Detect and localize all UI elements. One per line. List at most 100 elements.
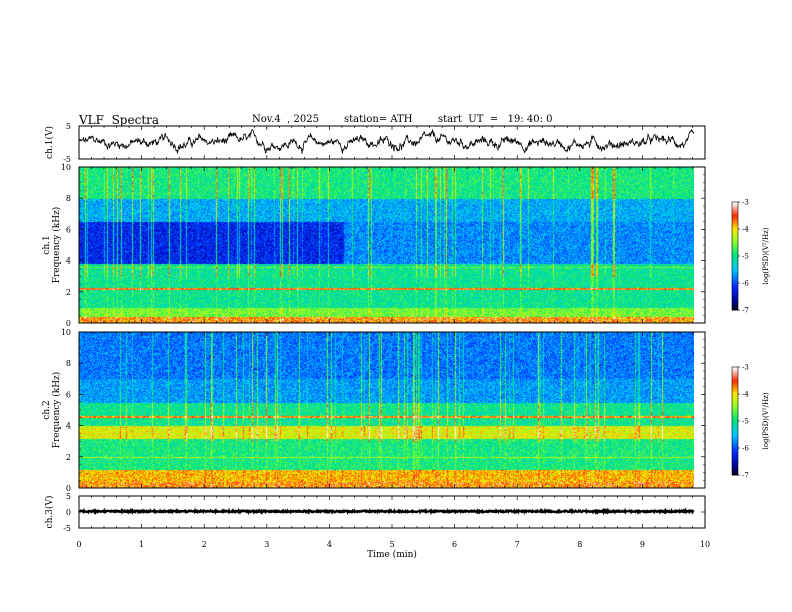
xtick-label: 6 [452, 540, 457, 549]
xtick-label: 2 [202, 540, 207, 549]
ch1-spectrogram-colorbar-segment [732, 274, 738, 277]
ch1-spectrogram-ylabel-channel: ch.1 [42, 235, 52, 254]
xtick-label: 4 [327, 540, 332, 549]
ch1-spectrogram-colorbar-tick: -7 [742, 307, 749, 315]
ch1-spectrogram-ytick-label: 8 [66, 194, 71, 203]
ch2-spectrogram-colorbar-segment [732, 374, 738, 377]
ch1-spectrogram-colorbar-segment [732, 236, 738, 239]
date-label: Nov.4 , 2025 [252, 114, 319, 125]
ch1-spectrogram-colorbar-segment [732, 248, 738, 252]
ch1-spectrogram-colorbar-segment [732, 218, 738, 221]
ch2-spectrogram-colorbar-segment [732, 440, 738, 444]
ch2-spectrogram-colorbar-tick: -7 [742, 472, 749, 480]
ch2-spectrogram-colorbar-tick: -3 [742, 364, 749, 372]
ch1-spectrogram-colorbar-segment [732, 232, 738, 235]
ch2-spectrogram-colorbar-segment [732, 408, 738, 411]
ch2-spectrogram-colorbar-segment [732, 377, 738, 381]
ch3-waveform-ytick-label: -5 [63, 524, 71, 533]
ch1-spectrogram-ytick-label: 4 [66, 257, 71, 266]
ch2-spectrogram-colorbar-segment [732, 397, 738, 400]
ch2-spectrogram-colorbar-segment [732, 410, 738, 413]
ch2-spectrogram-colorbar-segment [732, 406, 738, 409]
ch1-spectrogram-colorbar-segment [732, 229, 738, 232]
ch2-spectrogram-colorbar-segment [732, 428, 738, 431]
ch2-spectrogram-colorbar-segment [732, 417, 738, 420]
xtick-label: 5 [389, 540, 394, 549]
ch1-spectrogram-colorbar-segment [732, 207, 738, 210]
ch1-spectrogram-colorbar-segment [732, 205, 738, 208]
ch1-spectrogram-colorbar-label: log(PSD)(V²/Hz) [762, 227, 770, 284]
ch1-spectrogram-colorbar-segment [732, 234, 738, 237]
ch1-spectrogram-colorbar-segment [732, 281, 738, 284]
ch1-spectrogram-colorbar-segment [732, 301, 738, 304]
ch2-spectrogram-colorbar-tick: -5 [742, 418, 749, 426]
ch1-spectrogram-colorbar-segment [732, 214, 738, 217]
xtick-label: 7 [515, 540, 520, 549]
ch3-waveform-ytick-label: 5 [66, 492, 71, 501]
ch1-waveform-ytick-label: 5 [66, 122, 71, 131]
ch2-spectrogram-colorbar-segment [732, 431, 738, 435]
ch2-spectrogram-colorbar-segment [732, 422, 738, 426]
ch2-spectrogram-colorbar-segment [732, 413, 738, 417]
ch1-spectrogram-colorbar-segment [732, 279, 738, 282]
ch1-spectrogram-colorbar-segment [732, 277, 738, 280]
ch2-spectrogram-colorbar-segment [732, 437, 738, 440]
ch1-spectrogram-colorbar-segment [732, 284, 738, 288]
ch2-spectrogram-colorbar-segment [732, 439, 738, 442]
ch2-spectrogram-colorbar-segment [732, 403, 738, 406]
ch2-spectrogram-colorbar-segment [732, 466, 738, 469]
ch2-spectrogram-colorbar-segment [732, 473, 738, 476]
ch2-spectrogram-colorbar-segment [732, 372, 738, 375]
ch2-spectrogram-ytick-label: 4 [66, 422, 71, 431]
ch1-spectrogram-colorbar-segment [732, 230, 738, 234]
ch2-spectrogram-colorbar-segment [732, 412, 738, 415]
ch2-spectrogram-ytick-label: 10 [61, 328, 71, 337]
ch1-spectrogram-colorbar-segment [732, 302, 738, 306]
ch1-spectrogram-colorbar-segment [732, 202, 738, 205]
ch2-spectrogram-colorbar-segment [732, 399, 738, 402]
ch1-spectrogram-colorbar-segment [732, 290, 738, 293]
ch1-spectrogram-colorbar-segment [732, 252, 738, 255]
ch1-spectrogram-colorbar-segment [732, 272, 738, 275]
ch2-spectrogram-colorbar-segment [732, 381, 738, 384]
ch2-spectrogram-colorbar-segment [732, 394, 738, 397]
start-ut-label: start UT = 19: 40: 0 [438, 114, 553, 125]
ch2-spectrogram-colorbar-segment [732, 404, 738, 408]
ch2-spectrogram-colorbar-segment [732, 401, 738, 404]
ch1-spectrogram-colorbar-segment [732, 263, 738, 266]
ch1-spectrogram-colorbar-segment [732, 212, 738, 216]
xtick-label: 8 [577, 540, 582, 549]
ch1-spectrogram-colorbar-segment [732, 306, 738, 309]
ch2-spectrogram-colorbar-segment [732, 469, 738, 472]
ch2-spectrogram-colorbar-segment [732, 462, 738, 465]
ch2-spectrogram-colorbar-segment [732, 471, 738, 474]
x-axis-label: Time (min) [367, 549, 417, 560]
ch1-waveform-ytick-label: -5 [63, 155, 71, 164]
ch1-spectrogram-colorbar-segment [732, 227, 738, 230]
ch2-spectrogram-ylabel: Frequency (kHz) [51, 372, 62, 449]
ch1-spectrogram-colorbar-segment [732, 247, 738, 250]
ch1-spectrogram-colorbar-segment [732, 216, 738, 219]
ch1-spectrogram-colorbar-segment [732, 266, 738, 270]
ch1-spectrogram-colorbar-segment [732, 288, 738, 291]
ch1-spectrogram-colorbar-segment [732, 203, 738, 207]
ch1-spectrogram-colorbar-segment [732, 225, 738, 228]
ch1-spectrogram-colorbar-segment [732, 293, 738, 297]
ch2-spectrogram-colorbar-segment [732, 448, 738, 451]
ch1-spectrogram-ylabel: Frequency (kHz) [51, 207, 62, 284]
ch1-spectrogram-colorbar-tick: -6 [742, 280, 749, 288]
ch2-spectrogram-colorbar-segment [732, 464, 738, 467]
ch2-spectrogram-colorbar-segment [732, 446, 738, 449]
ch1-spectrogram-colorbar-segment [732, 297, 738, 300]
ch2-spectrogram-colorbar-segment [732, 453, 738, 456]
ch3-waveform-trace [78, 507, 695, 516]
ch2-spectrogram-colorbar-segment [732, 376, 738, 379]
ch1-spectrogram-colorbar-segment [732, 211, 738, 214]
ch1-spectrogram-colorbar-segment [732, 223, 738, 226]
ch2-spectrogram-colorbar-segment [732, 458, 738, 462]
ch2-spectrogram-colorbar-segment [732, 415, 738, 418]
xtick-label: 1 [139, 540, 144, 549]
xtick-label: 0 [76, 540, 81, 549]
ch2-spectrogram-colorbar-segment [732, 388, 738, 391]
ch1-waveform-ylabel: ch.1(V) [44, 126, 55, 159]
